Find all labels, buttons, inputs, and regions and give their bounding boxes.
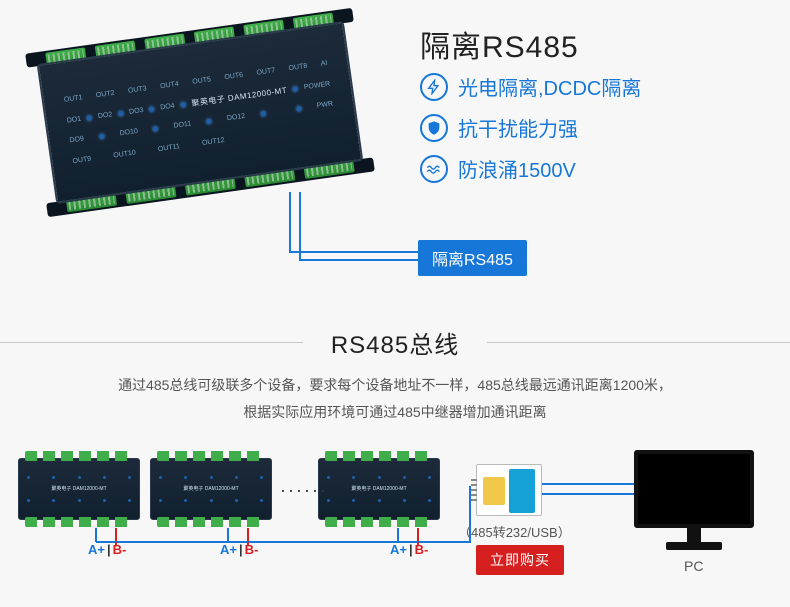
device-illustration: OUT1OUT2OUT3OUT4OUT5OUT6OUT7OUT8AI DO1DO… [25,8,375,217]
converter-label: （485转232/USB） [458,522,571,541]
pc-monitor-icon [634,450,754,558]
feature-text: 防浪涌1500V [458,154,576,183]
section-divider: RS485总线 [0,325,790,360]
top-section: OUT1OUT2OUT3OUT4OUT5OUT6OUT7OUT8AI DO1DO… [0,0,790,310]
feature-text: 光电隔离,DCDC隔离 [458,72,641,101]
desc-line: 根据实际应用环境可通过485中继器增加通讯距离 [40,399,750,426]
ab-label: A+|B- [390,542,428,557]
rs485-badge: 隔离RS485 [418,240,527,276]
feature-item: 防浪涌1500V [420,154,641,183]
ellipsis: ······ [280,480,328,501]
converter-device [476,464,542,516]
section-title: RS485总线 [303,325,487,360]
feature-item: 光电隔离,DCDC隔离 [420,72,641,101]
feature-list: 光电隔离,DCDC隔离 抗干扰能力强 防浪涌1500V [420,72,641,183]
wave-icon [420,155,448,183]
ab-label: A+|B- [220,542,258,557]
feature-text: 抗干扰能力强 [458,113,578,142]
mini-device: 聚英电子 DAM12000-MT [150,458,272,520]
shield-icon [420,114,448,142]
headline: 隔离RS485 [420,22,579,66]
mini-device: 聚英电子 DAM12000-MT [318,458,440,520]
bus-diagram: 聚英电子 DAM12000-MT 聚英电子 DAM12000-MT 聚英电子 D… [18,450,772,590]
bolt-icon [420,73,448,101]
buy-button[interactable]: 立即购买 [476,545,564,575]
feature-item: 抗干扰能力强 [420,113,641,142]
mini-device: 聚英电子 DAM12000-MT [18,458,140,520]
desc-line: 通过485总线可级联多个设备，要求每个设备地址不一样，485总线最远通讯距离12… [40,372,750,399]
description: 通过485总线可级联多个设备，要求每个设备地址不一样，485总线最远通讯距离12… [40,372,750,425]
pc-label: PC [684,558,703,574]
ab-label: A+|B- [88,542,126,557]
